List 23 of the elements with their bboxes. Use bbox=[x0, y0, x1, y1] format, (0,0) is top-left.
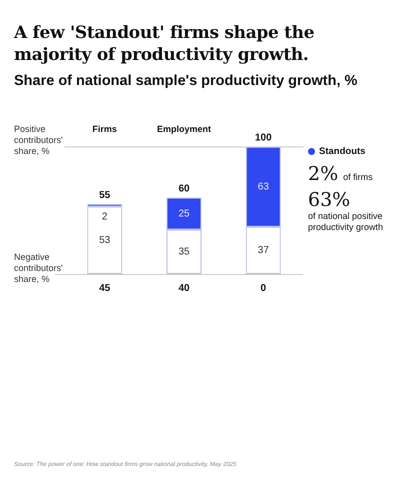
text: of national positive productivity growth bbox=[308, 211, 384, 233]
x-tick-label: Employment bbox=[156, 124, 212, 134]
data-label: 63 bbox=[258, 182, 270, 193]
text: 0 bbox=[260, 282, 267, 294]
data-label: 35 bbox=[178, 246, 190, 258]
text: 45 bbox=[99, 282, 111, 294]
data-label: 53 bbox=[99, 235, 111, 246]
total-label: 100 bbox=[254, 132, 272, 144]
text: 40 bbox=[178, 282, 190, 294]
data-label: 37 bbox=[258, 245, 270, 256]
annotation: Positive contributors' share, % bbox=[14, 124, 64, 157]
chart-title: A few 'Standout' firms shape the majority of productivity growth. bbox=[14, 22, 316, 66]
legend-label: Standouts bbox=[318, 146, 366, 157]
text: 63% bbox=[308, 189, 350, 211]
total-label: 60 bbox=[178, 183, 190, 194]
data-label: 2 bbox=[102, 211, 108, 222]
x-tick-label: Firms bbox=[92, 124, 117, 134]
annotation: Negative contributors' share, % bbox=[14, 252, 64, 285]
text: 2% bbox=[308, 163, 338, 185]
data-label: 25 bbox=[178, 208, 190, 220]
chart-subtitle: Share of national sample's productivity growth, % bbox=[14, 73, 358, 89]
text: of firms bbox=[343, 172, 373, 182]
total-label: 55 bbox=[99, 190, 111, 201]
